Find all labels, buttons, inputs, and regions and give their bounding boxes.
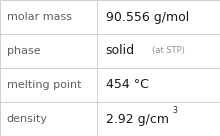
- Text: melting point: melting point: [7, 80, 81, 90]
- Text: molar mass: molar mass: [7, 12, 72, 22]
- Text: solid: solid: [106, 44, 135, 58]
- Text: phase: phase: [7, 46, 40, 56]
- Text: 454 °C: 454 °C: [106, 78, 148, 92]
- Text: 3: 3: [173, 106, 178, 115]
- Text: density: density: [7, 114, 48, 124]
- Text: (at STP): (at STP): [152, 47, 185, 55]
- Text: 2.92 g/cm: 2.92 g/cm: [106, 112, 169, 126]
- Text: 90.556 g/mol: 90.556 g/mol: [106, 10, 189, 24]
